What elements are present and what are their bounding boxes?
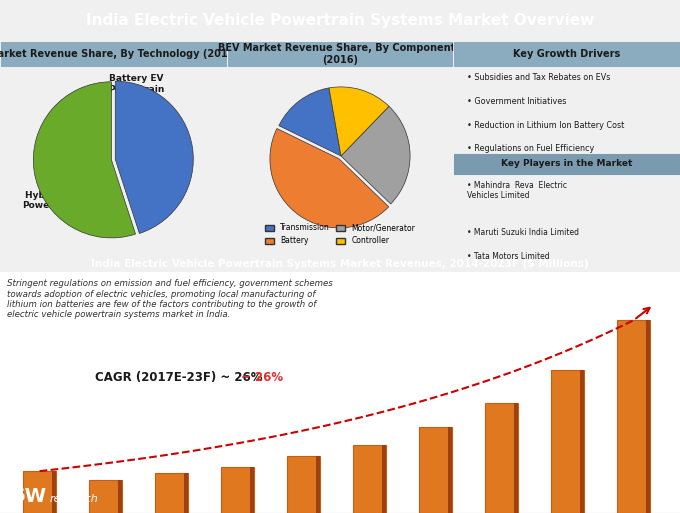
FancyBboxPatch shape [454,153,680,174]
Text: BEV Market Revenue Share, By Components
(2016): BEV Market Revenue Share, By Components … [218,43,462,65]
Bar [551,370,584,513]
Text: • Government Initiatives: • Government Initiatives [467,97,566,106]
FancyBboxPatch shape [184,473,188,513]
FancyBboxPatch shape [226,41,454,67]
Bar [486,403,518,513]
Text: Hybrid EV
Powertrain: Hybrid EV Powertrain [22,191,78,210]
Text: • Maruti Suzuki India Limited: • Maruti Suzuki India Limited [467,228,579,238]
Text: • Hyundai Motors India Limited: • Hyundai Motors India Limited [467,276,587,285]
Text: • Mahindra  Reva  Electric
Vehicles Limited: • Mahindra Reva Electric Vehicles Limite… [467,181,567,201]
Bar [23,471,56,513]
FancyBboxPatch shape [316,456,320,513]
Bar [287,456,320,513]
FancyBboxPatch shape [448,427,452,513]
Text: 6W: 6W [12,487,46,506]
Text: India Electric Vehicle Powertrain Systems Market Overview: India Electric Vehicle Powertrain System… [86,13,594,28]
Text: • Subsidies and Tax Rebates on EVs: • Subsidies and Tax Rebates on EVs [467,73,611,83]
FancyBboxPatch shape [580,370,584,513]
FancyBboxPatch shape [250,467,254,513]
Text: Key Growth Drivers: Key Growth Drivers [513,49,620,59]
Text: India Electric Vehicle Powertrain Systems Market Revenues, 2014-2023F ($ Million: India Electric Vehicle Powertrain System… [91,259,589,269]
Text: • Tata Motors Limited: • Tata Motors Limited [467,252,549,261]
Text: ~ 26%: ~ 26% [241,371,284,384]
FancyBboxPatch shape [52,471,56,513]
FancyBboxPatch shape [646,320,650,513]
Bar [155,473,188,513]
Bar [221,467,254,513]
Text: CAGR (2017E-23F) ~ 26%: CAGR (2017E-23F) ~ 26% [95,371,262,384]
Bar [617,320,650,513]
FancyBboxPatch shape [382,445,386,513]
Text: Key Players in the Market: Key Players in the Market [501,160,632,168]
Bar [89,480,122,513]
FancyBboxPatch shape [454,41,680,67]
Text: • Reduction in Lithium Ion Battery Cost: • Reduction in Lithium Ion Battery Cost [467,121,624,130]
Bar [420,427,452,513]
Legend: Transmission, Battery, Motor/Generator, Controller: Transmission, Battery, Motor/Generator, … [262,221,418,248]
Text: Stringent regulations on emission and fuel efficiency, government schemes
toward: Stringent regulations on emission and fu… [7,279,333,319]
Text: • AVTEC Ltd.: • AVTEC Ltd. [467,300,515,309]
Text: Market Revenue Share, By Technology (2016): Market Revenue Share, By Technology (201… [0,49,239,59]
FancyBboxPatch shape [0,41,226,67]
Text: Battery EV
Powertrain: Battery EV Powertrain [108,74,164,94]
Bar [353,445,386,513]
FancyBboxPatch shape [118,480,122,513]
Text: research: research [50,495,98,504]
FancyBboxPatch shape [514,403,518,513]
Text: • Regulations on Fuel Efficiency: • Regulations on Fuel Efficiency [467,145,594,153]
